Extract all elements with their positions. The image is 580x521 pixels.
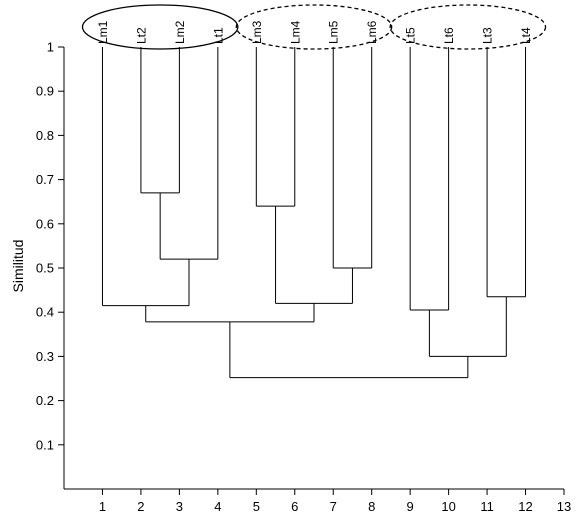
x-tick-label: 2 xyxy=(137,499,144,514)
leaf-label: Lt5 xyxy=(404,27,418,44)
leaf-label: Lm1 xyxy=(96,20,110,44)
y-tick-label: 0.4 xyxy=(36,305,54,320)
x-tick-label: 11 xyxy=(480,499,494,514)
y-tick-label: 0.9 xyxy=(36,84,54,99)
leaf-label: Lt1 xyxy=(211,27,225,44)
y-tick-label: 0.7 xyxy=(36,172,54,187)
y-axis-title: Similitud xyxy=(10,240,26,293)
leaf-label: Lm4 xyxy=(288,20,302,44)
x-tick-label: 7 xyxy=(330,499,337,514)
leaf-label: Lt3 xyxy=(481,27,495,44)
leaf-label: Lm6 xyxy=(365,20,379,44)
leaf-label: Lm5 xyxy=(327,20,341,44)
x-tick-label: 6 xyxy=(291,499,298,514)
y-tick-label: 0.6 xyxy=(36,216,54,231)
y-axis-ticks: 0.1 0.2 0.3 0.4 0.5 0.6 0.7 0.8 0.9 1 xyxy=(36,40,64,452)
leaf-label: Lm3 xyxy=(250,20,264,44)
group-ellipse-dashed xyxy=(235,4,393,50)
group-ellipse-solid xyxy=(81,4,239,50)
x-tick-label: 12 xyxy=(518,499,532,514)
x-tick-label: 5 xyxy=(253,499,260,514)
y-tick-label: 0.1 xyxy=(36,437,54,452)
x-tick-label: 10 xyxy=(441,499,455,514)
chart-axes xyxy=(63,47,564,490)
dendrogram-tree xyxy=(101,47,527,379)
y-tick-label: 1 xyxy=(47,40,54,55)
leaf-label: Lt2 xyxy=(134,27,148,44)
group-ellipse-dashed xyxy=(389,4,547,50)
cluster-group-ellipses xyxy=(81,4,547,50)
y-tick-label: 0.3 xyxy=(36,349,54,364)
x-tick-label: 8 xyxy=(368,499,375,514)
leaf-label: Lm2 xyxy=(173,20,187,44)
x-tick-label: 3 xyxy=(176,499,183,514)
y-tick-label: 0.2 xyxy=(36,393,54,408)
leaf-label: Lt4 xyxy=(519,27,533,44)
x-axis-ticks: 1 2 3 4 5 6 7 8 9 10 11 12 13 xyxy=(99,489,571,514)
leaf-label: Lt6 xyxy=(442,27,456,44)
x-tick-label: 4 xyxy=(214,499,221,514)
x-tick-label: 1 xyxy=(99,499,106,514)
y-tick-label: 0.8 xyxy=(36,128,54,143)
x-tick-label: 9 xyxy=(407,499,414,514)
x-tick-label: 13 xyxy=(557,499,571,514)
y-tick-label: 0.5 xyxy=(36,261,54,276)
leaf-labels: Lm1 Lt2 Lm2 Lt1 Lm3 Lm4 Lm5 Lm6 Lt5 Lt6 Lt3 Lt4 xyxy=(96,20,533,44)
